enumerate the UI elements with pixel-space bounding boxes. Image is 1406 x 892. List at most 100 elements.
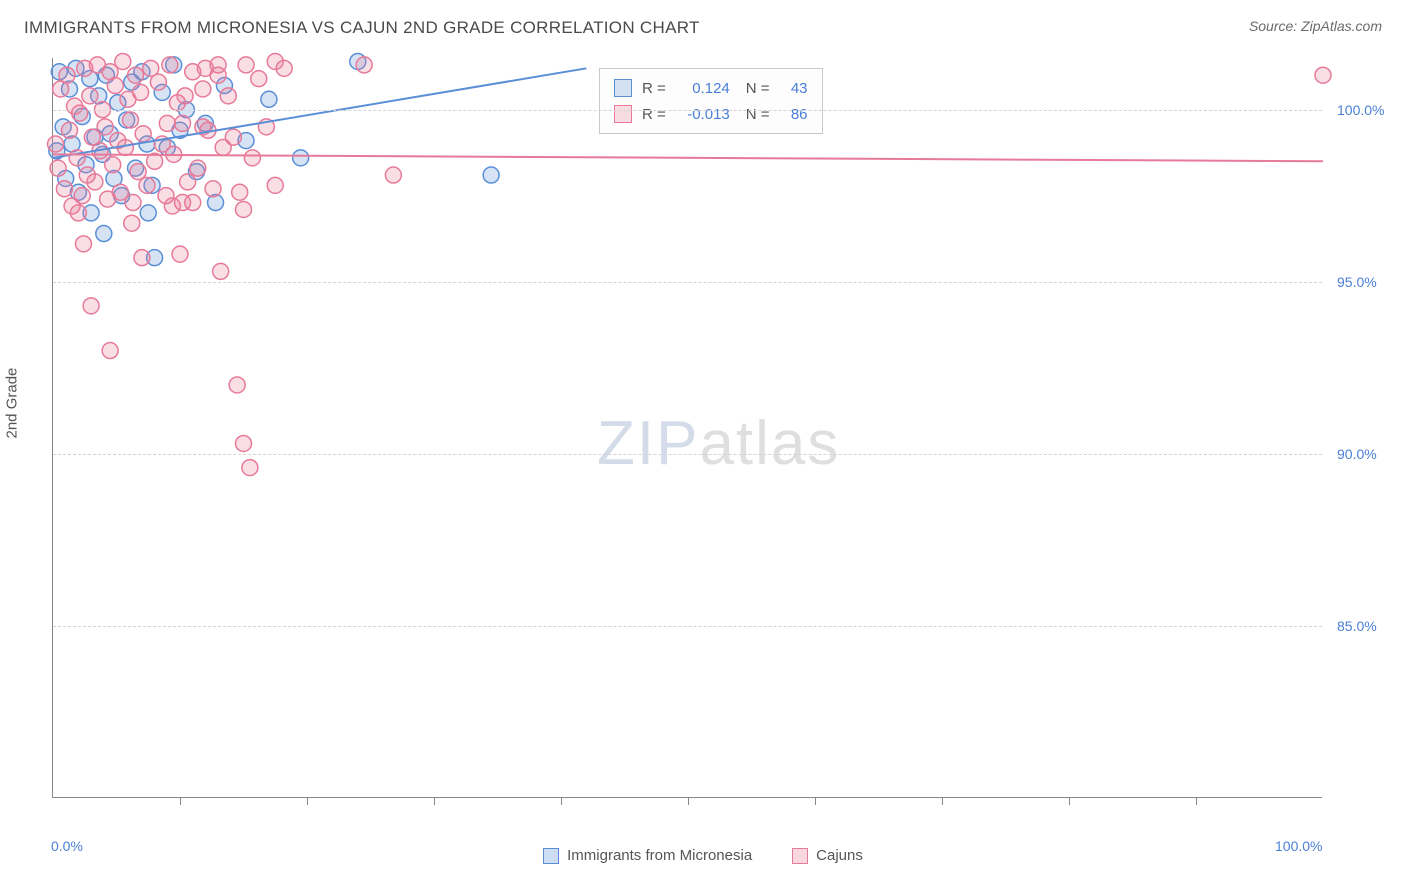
stats-n-label: N = [746,106,770,123]
bottom-legend: Immigrants from Micronesia Cajuns [0,847,1406,864]
stats-r-label: R = [642,80,666,97]
legend-label: Cajuns [816,847,863,864]
scatter-point [48,136,64,152]
stats-r-label: R = [642,106,666,123]
scatter-point [122,112,138,128]
x-tick [180,797,181,805]
legend-item: Immigrants from Micronesia [543,847,752,864]
scatter-point [59,67,75,83]
scatter-point [236,201,252,217]
scatter-point [293,150,309,166]
scatter-point [238,57,254,73]
source-prefix: Source: [1249,18,1301,34]
correlation-stats-box: R = 0.124 N = 43 R = -0.013 N = 86 [599,68,823,134]
scatter-point [175,195,191,211]
scatter-point [56,181,72,197]
scatter-point [87,174,103,190]
scatter-point [232,184,248,200]
gridline [53,454,1322,455]
x-tick [1069,797,1070,805]
stats-n-value: 86 [780,106,808,123]
x-tick [561,797,562,805]
scatter-point [190,160,206,176]
scatter-point [162,57,178,73]
scatter-point [62,122,78,138]
x-tick [942,797,943,805]
scatter-point [244,150,260,166]
scatter-point [139,177,155,193]
scatter-point [180,174,196,190]
stats-swatch [614,105,632,123]
scatter-point [107,78,123,94]
scatter-point [483,167,499,183]
scatter-point [159,115,175,131]
scatter-point [213,263,229,279]
y-tick-label: 90.0% [1337,446,1377,462]
scatter-point [128,67,144,83]
y-axis-label: 2nd Grade [4,368,21,439]
scatter-point [82,88,98,104]
scatter-point [130,164,146,180]
scatter-point [236,435,252,451]
scatter-point [102,343,118,359]
source-name: ZipAtlas.com [1301,18,1382,34]
scatter-point [115,53,131,69]
scatter-point [72,105,88,121]
gridline [53,282,1322,283]
scatter-point [50,160,66,176]
stats-row: R = 0.124 N = 43 [614,75,808,101]
x-tick [1196,797,1197,805]
scatter-point [133,84,149,100]
scatter-point [70,205,86,221]
scatter-point [1315,67,1331,83]
x-tick [434,797,435,805]
scatter-point [125,195,141,211]
stats-n-label: N = [746,80,770,97]
scatter-point [175,115,191,131]
scatter-point [261,91,277,107]
stats-n-value: 43 [780,80,808,97]
legend-swatch [543,848,559,864]
y-tick-label: 95.0% [1337,274,1377,290]
scatter-point [134,250,150,266]
scatter-point [172,246,188,262]
scatter-point [105,157,121,173]
scatter-point [97,119,113,135]
x-tick [688,797,689,805]
scatter-point [83,298,99,314]
scatter-point [356,57,372,73]
stats-r-value: -0.013 [676,106,730,123]
chart-title: IMMIGRANTS FROM MICRONESIA VS CAJUN 2ND … [24,18,700,38]
x-tick [815,797,816,805]
scatter-point [195,81,211,97]
legend-item: Cajuns [792,847,863,864]
stats-row: R = -0.013 N = 86 [614,101,808,127]
scatter-point [267,53,283,69]
legend-swatch [792,848,808,864]
scatter-point [225,129,241,145]
x-tick [307,797,308,805]
scatter-point [124,215,140,231]
scatter-point [267,177,283,193]
scatter-point [251,71,267,87]
scatter-point [96,226,112,242]
gridline [53,626,1322,627]
y-tick-label: 100.0% [1337,102,1384,118]
scatter-point [140,205,156,221]
scatter-point [385,167,401,183]
scatter-point [242,460,258,476]
plot-area: ZIPatlas R =0.124N =43R =-0.013N =86 85.… [52,58,1322,798]
scatter-point [229,377,245,393]
stats-r-value: 0.124 [676,80,730,97]
scatter-point [135,126,151,142]
scatter-point [197,60,213,76]
y-tick-label: 85.0% [1337,618,1377,634]
scatter-point [205,181,221,197]
scatter-point [150,74,166,90]
scatter-point [220,88,236,104]
stats-swatch [614,79,632,97]
scatter-point [177,88,193,104]
source-attribution: Source: ZipAtlas.com [1249,18,1382,34]
gridline [53,110,1322,111]
chart-svg [53,58,1322,797]
